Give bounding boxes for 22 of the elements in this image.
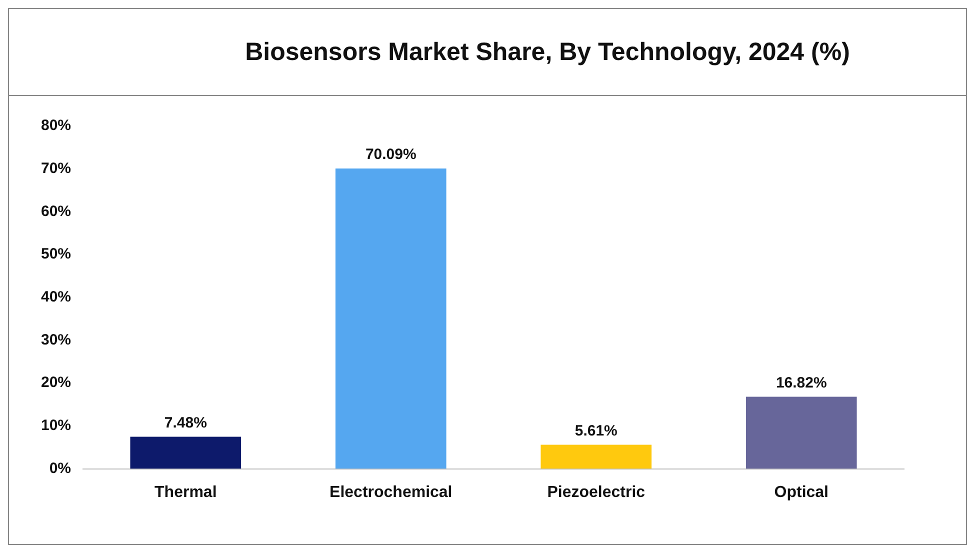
y-tick-label: 0% xyxy=(49,460,72,477)
y-tick-label: 80% xyxy=(40,117,72,134)
y-tick-label: 30% xyxy=(40,331,72,348)
x-tick-label: Piezoelectric xyxy=(547,484,646,501)
x-tick-label: Optical xyxy=(774,484,828,501)
data-label: 16.82% xyxy=(776,374,827,392)
bar xyxy=(335,168,446,469)
data-label: 70.09% xyxy=(365,146,416,164)
y-tick-label: 60% xyxy=(40,202,72,220)
data-label: 5.61% xyxy=(574,422,618,440)
y-tick-label: 10% xyxy=(40,417,72,434)
y-tick-label: 50% xyxy=(40,246,72,263)
y-tick-label: 20% xyxy=(40,374,72,392)
bar xyxy=(540,444,652,469)
bar xyxy=(746,396,857,469)
x-tick-label: Electrochemical xyxy=(330,484,452,501)
data-label: 7.48% xyxy=(164,414,207,432)
x-tick-label: Thermal xyxy=(154,484,217,501)
bar xyxy=(130,436,242,469)
y-tick-label: 70% xyxy=(40,160,72,177)
chart-title: Biosensors Market Share, By Technology, 2024 (%) xyxy=(245,38,850,66)
y-tick-label: 40% xyxy=(40,288,72,306)
